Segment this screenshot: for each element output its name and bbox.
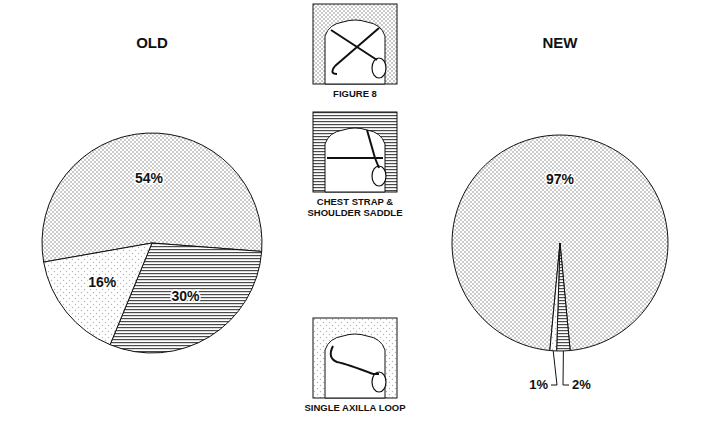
icon-body xyxy=(325,20,385,84)
data-label: 30% xyxy=(171,288,200,304)
pie-title: OLD xyxy=(136,34,168,51)
pie-slice xyxy=(452,135,668,351)
chart: 54% 30% 16% OLD 97% 2% 1% NEW FIGURE 8 CHEST STRA… xyxy=(0,0,713,448)
icon-strap xyxy=(327,130,383,168)
icon xyxy=(313,318,397,398)
icon xyxy=(313,4,397,84)
icon-strap xyxy=(331,346,379,374)
pie-slice xyxy=(44,243,152,345)
icon-socket xyxy=(372,166,386,186)
icon-caption: FIGURE 8 xyxy=(333,88,377,99)
icon-frame xyxy=(313,318,397,398)
icon-body xyxy=(325,334,385,398)
data-label: 54% xyxy=(135,170,164,186)
icon xyxy=(313,112,397,192)
pie: 54% 30% 16% xyxy=(42,133,262,353)
leader-line xyxy=(563,351,569,385)
icon-caption: SINGLE AXILLA LOOP xyxy=(304,402,406,413)
data-label: 97% xyxy=(546,171,575,187)
pie-slice xyxy=(550,243,560,351)
data-label: 2% xyxy=(572,377,591,392)
icon-strap xyxy=(331,28,379,74)
icon-caption: CHEST STRAP &SHOULDER SADDLE xyxy=(307,196,402,218)
data-label: 1% xyxy=(529,377,548,392)
leader-line xyxy=(551,351,557,385)
icon-socket xyxy=(372,58,386,78)
icon-body xyxy=(325,128,385,192)
icon-frame xyxy=(313,4,397,84)
data-label: 16% xyxy=(88,274,117,290)
pie: 97% 2% 1% xyxy=(452,135,668,392)
icon-frame xyxy=(313,112,397,192)
pie-title: NEW xyxy=(543,34,579,51)
